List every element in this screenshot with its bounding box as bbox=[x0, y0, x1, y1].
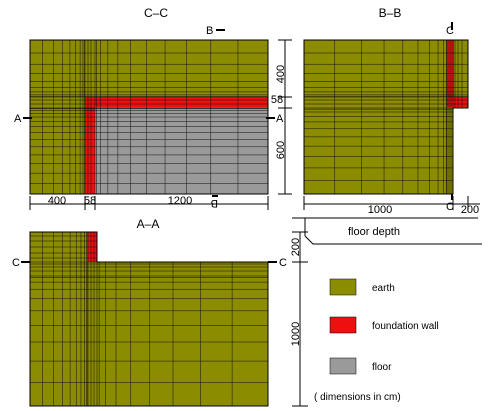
legend-label-floor: floor bbox=[372, 362, 392, 373]
legend-label-earth: earth bbox=[372, 283, 395, 294]
cc-cut-bottom-label: B bbox=[211, 197, 218, 209]
aa-cut-right-label: C bbox=[279, 257, 287, 269]
aa-cut-left-label: C bbox=[12, 257, 20, 269]
legend-swatch-earth bbox=[329, 278, 357, 296]
legend-swatch-foundation-wall bbox=[329, 316, 357, 334]
cc-cut-right-label: A bbox=[276, 113, 284, 125]
aa-mesh-grid bbox=[30, 232, 268, 406]
view-aa-title: A–A bbox=[137, 217, 160, 231]
cc-mesh-grid bbox=[30, 40, 268, 194]
bb-foundation-wall-horizontal bbox=[447, 97, 468, 107]
aa-earth-region bbox=[30, 232, 268, 406]
legend-swatch-floor bbox=[329, 357, 357, 375]
floor-depth-leader bbox=[304, 235, 482, 245]
bb-frame bbox=[303, 39, 469, 195]
bb-foundation-wall-vertical bbox=[447, 40, 454, 102]
cc-floor-region bbox=[94, 108, 268, 194]
cc-cut-left-label: A bbox=[14, 113, 22, 125]
cc-cut-top-label: B bbox=[206, 25, 213, 37]
cc-dim-bottom bbox=[29, 196, 269, 210]
bb-cut-top-label: C bbox=[446, 25, 454, 37]
legend-label-foundation-wall: foundation wall bbox=[372, 321, 439, 332]
bb-dim-bottom-1: 1000 bbox=[368, 204, 392, 216]
cc-foundation-wall-horizontal bbox=[85, 97, 268, 107]
cc-dim-right-3: 600 bbox=[275, 141, 287, 159]
aa-dim-right-1: 200 bbox=[290, 238, 302, 256]
bb-earth-region bbox=[304, 40, 468, 194]
aa-dim-right-2: 1000 bbox=[290, 322, 302, 346]
view-aa: A–A C C 200 1000 bbox=[12, 217, 308, 407]
legend-dimensions-note: ( dimensions in cm) bbox=[314, 392, 401, 403]
view-bb: B–B C C 1000 200 bbox=[303, 6, 480, 216]
aa-dim-right bbox=[292, 231, 308, 407]
bb-cut-bottom-label: C bbox=[446, 201, 454, 213]
bb-mesh-grid bbox=[304, 40, 468, 194]
view-cc: C–C A A B B 400 58 600 bbox=[14, 6, 292, 210]
cc-dim-right bbox=[278, 39, 292, 195]
bb-dim-bottom-2: 200 bbox=[461, 204, 479, 216]
cc-dim-right-2: 58 bbox=[271, 94, 283, 106]
floor-depth-label: floor depth bbox=[348, 226, 400, 238]
bb-dim-bottom bbox=[303, 196, 480, 210]
view-cc-title: C–C bbox=[144, 6, 168, 20]
cc-foundation-wall-vertical bbox=[85, 97, 95, 194]
cc-dim-bottom-1: 400 bbox=[48, 195, 66, 207]
cc-dim-bottom-2: 58 bbox=[84, 195, 96, 207]
view-bb-title: B–B bbox=[379, 6, 402, 20]
cc-dim-right-1: 400 bbox=[275, 65, 287, 83]
cc-dim-bottom-3: 1200 bbox=[168, 195, 192, 207]
floor-depth-annotation bbox=[292, 217, 482, 245]
legend: earth foundation wall floor ( dimensions… bbox=[314, 278, 439, 403]
